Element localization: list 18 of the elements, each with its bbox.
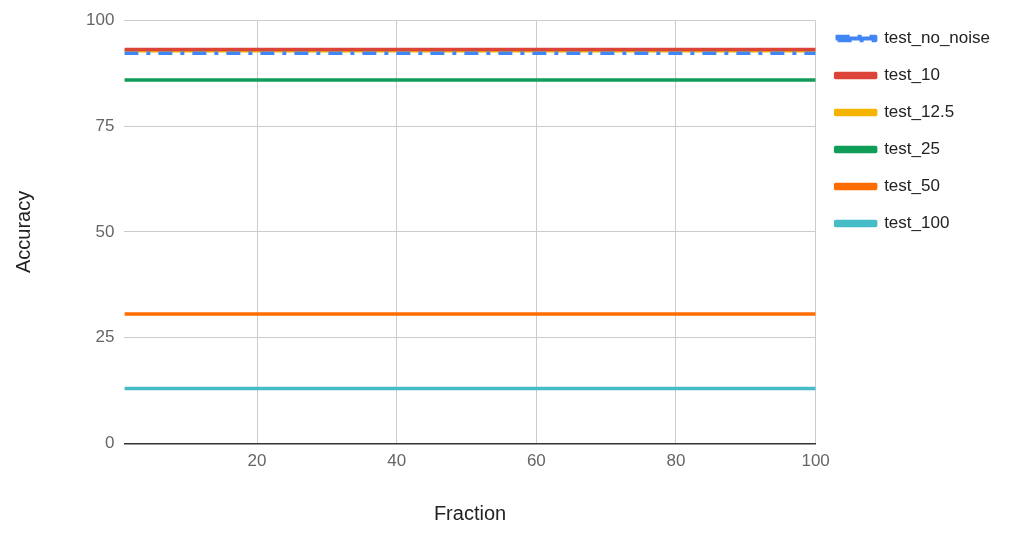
y-tick-label: 25	[95, 327, 115, 347]
x-tick-label: 60	[526, 451, 546, 471]
y-tick-label: 0	[104, 433, 115, 453]
x-axis-title: Fraction	[433, 501, 507, 524]
x-tick-label: 80	[666, 451, 686, 471]
x-tick-label: 40	[387, 451, 407, 471]
x-tick-label: 100	[801, 451, 830, 471]
legend-label: test_10	[884, 65, 940, 85]
x-tick-label: 20	[247, 451, 267, 471]
legend-label: test_50	[884, 176, 940, 196]
legend-label: test_100	[884, 213, 950, 233]
y-axis-title: Accuracy	[11, 190, 34, 274]
y-tick-label: 75	[95, 115, 115, 135]
legend-label: test_25	[884, 139, 940, 159]
legend-label: test_no_noise	[884, 28, 991, 48]
legend-label: test_12.5	[884, 102, 955, 122]
y-tick-label: 100	[85, 9, 115, 29]
y-tick-label: 50	[95, 221, 115, 241]
